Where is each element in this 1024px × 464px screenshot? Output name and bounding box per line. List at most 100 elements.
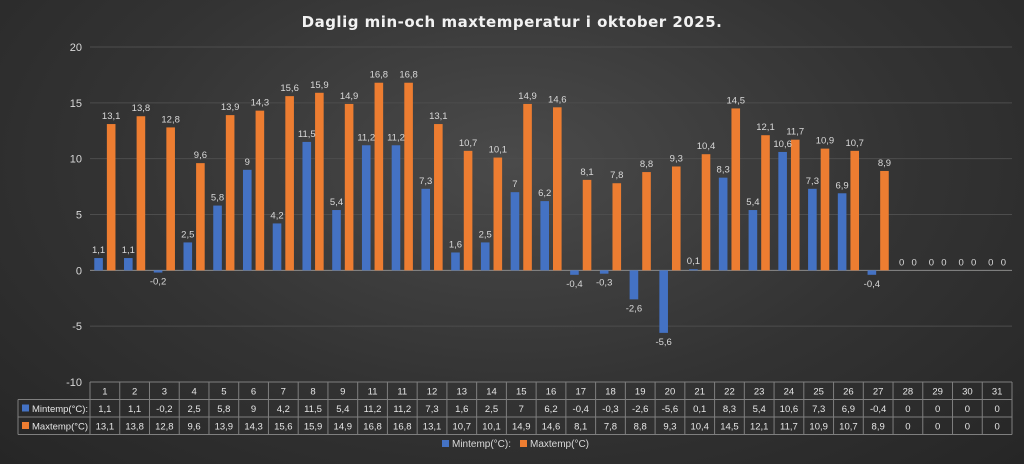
- min-temp-bar: [808, 188, 817, 271]
- max-temp-label: 11,7: [786, 127, 804, 138]
- min-temp-label: 4,2: [270, 210, 283, 221]
- max-temp-cell: 9,3: [663, 422, 676, 433]
- min-temp-bar: [629, 270, 639, 300]
- x-category-label: 15: [516, 387, 527, 398]
- min-temp-label: 7: [512, 179, 517, 190]
- min-temp-bar: [778, 151, 787, 271]
- max-temp-cell: 14,6: [542, 422, 561, 433]
- min-temp-label: 0: [958, 257, 963, 268]
- max-temp-cell: 0: [994, 422, 999, 433]
- max-temp-label: 8,8: [640, 159, 653, 170]
- min-temp-cell: 2,5: [485, 404, 498, 415]
- max-temp-cell: 14,3: [244, 422, 263, 433]
- max-temp-label: 14,9: [518, 91, 537, 102]
- max-temp-label: 15,9: [310, 80, 329, 91]
- max-temp-label: 0: [912, 257, 917, 268]
- bars: [94, 82, 1008, 333]
- max-temp-table-key: [22, 422, 29, 429]
- min-temp-cell: 4,2: [277, 404, 290, 415]
- max-temp-cell: 13,1: [423, 422, 442, 433]
- max-temp-label: 12,1: [756, 122, 775, 133]
- y-tick-label: -5: [72, 321, 82, 333]
- min-temp-bar: [332, 210, 341, 271]
- max-temp-cell: 14,9: [334, 422, 353, 433]
- min-temp-label: 0,1: [687, 256, 700, 267]
- legend-key-min: [442, 440, 449, 447]
- min-temp-bar: [689, 269, 698, 271]
- min-temp-cell: -0,2: [156, 404, 172, 415]
- x-category-label: 12: [427, 387, 438, 398]
- min-temp-cell: -0,3: [602, 404, 618, 415]
- max-temp-label: 13,1: [102, 111, 121, 122]
- x-category-label: 27: [873, 387, 884, 398]
- min-temp-label: -0,4: [864, 279, 880, 290]
- min-temp-bar: [213, 205, 222, 271]
- max-temp-cell: 11,7: [780, 422, 798, 433]
- y-axis: -10 -5 0 5 10 15 20: [66, 42, 82, 389]
- max-temp-bar: [731, 108, 741, 271]
- max-temp-cell: 0: [935, 422, 940, 433]
- min-temp-label: 7,3: [806, 176, 819, 187]
- min-temp-label: 9: [245, 157, 250, 168]
- x-category-label: 25: [813, 387, 824, 398]
- min-temp-bar: [361, 145, 371, 271]
- x-category-label: 24: [784, 387, 795, 398]
- x-category-label: 8: [310, 387, 315, 398]
- max-temp-bar: [106, 124, 116, 271]
- max-temp-bar: [820, 148, 830, 271]
- y-tick-label: 10: [70, 154, 82, 166]
- x-category-label: 17: [575, 387, 586, 398]
- max-temp-cell: 12,1: [750, 422, 769, 433]
- max-temp-bar: [790, 139, 800, 271]
- min-temp-bar: [451, 252, 460, 271]
- x-category-label: 4: [191, 387, 196, 398]
- max-temp-bar: [493, 157, 503, 271]
- x-category-label: 16: [546, 387, 557, 398]
- max-temp-label: 16,8: [370, 70, 389, 81]
- table-series-name: Mintemp(°C):: [32, 404, 88, 415]
- max-temp-bar: [344, 103, 354, 271]
- min-temp-bar: [718, 177, 728, 271]
- data-table: 1 2 3 4 5 6 7 8 9 11 11 12 13 14 15 16 17 18 19 20 21 22 23 24 2…: [17, 381, 1013, 435]
- max-temp-bar: [880, 170, 889, 271]
- y-tick-label: 15: [70, 98, 82, 110]
- max-temp-bar: [642, 172, 651, 271]
- max-temp-label: 10,7: [459, 138, 478, 149]
- max-temp-cell: 12,8: [155, 422, 174, 433]
- min-temp-label: 10,6: [773, 139, 792, 150]
- min-temp-label: 1,1: [122, 245, 135, 256]
- y-tick-label: -10: [66, 377, 82, 389]
- min-temp-label: 0: [929, 257, 934, 268]
- max-temp-label: 10,7: [845, 138, 864, 149]
- min-temp-bar: [837, 193, 847, 271]
- max-temp-cell: 14,9: [512, 422, 531, 433]
- max-temp-label: 14,3: [251, 98, 270, 109]
- min-temp-cell: 6,9: [842, 404, 855, 415]
- x-category-label: 20: [665, 387, 676, 398]
- min-temp-cell: 0: [994, 404, 999, 415]
- min-temp-cell: 7: [519, 404, 524, 415]
- min-temp-label: -0,3: [596, 278, 612, 289]
- max-temp-cell: 8,1: [574, 422, 587, 433]
- max-temp-bar: [850, 150, 860, 271]
- min-temp-cell: 10,6: [780, 404, 799, 415]
- min-temp-bar: [153, 270, 163, 273]
- min-temp-table-key: [22, 404, 29, 412]
- legend-key-max: [520, 440, 527, 447]
- min-temp-label: 11,5: [298, 129, 316, 140]
- min-temp-label: 2,5: [479, 229, 492, 240]
- max-temp-label: 9,6: [194, 150, 207, 161]
- min-temp-cell: 6,2: [544, 404, 557, 415]
- max-temp-cell: 15,6: [274, 422, 293, 433]
- y-tick-label: 5: [76, 210, 82, 222]
- max-temp-bar: [671, 166, 681, 271]
- min-temp-label: 7,3: [419, 176, 432, 187]
- max-temp-bar: [285, 96, 294, 271]
- min-temp-bar: [540, 201, 549, 271]
- x-category-label: 9: [340, 387, 345, 398]
- max-temp-cell: 13,8: [125, 422, 144, 433]
- min-temp-bar: [570, 270, 579, 275]
- max-temp-cell: 16,8: [393, 422, 412, 433]
- max-temp-cell: 13,9: [215, 422, 234, 433]
- x-category-label: 1: [102, 387, 107, 398]
